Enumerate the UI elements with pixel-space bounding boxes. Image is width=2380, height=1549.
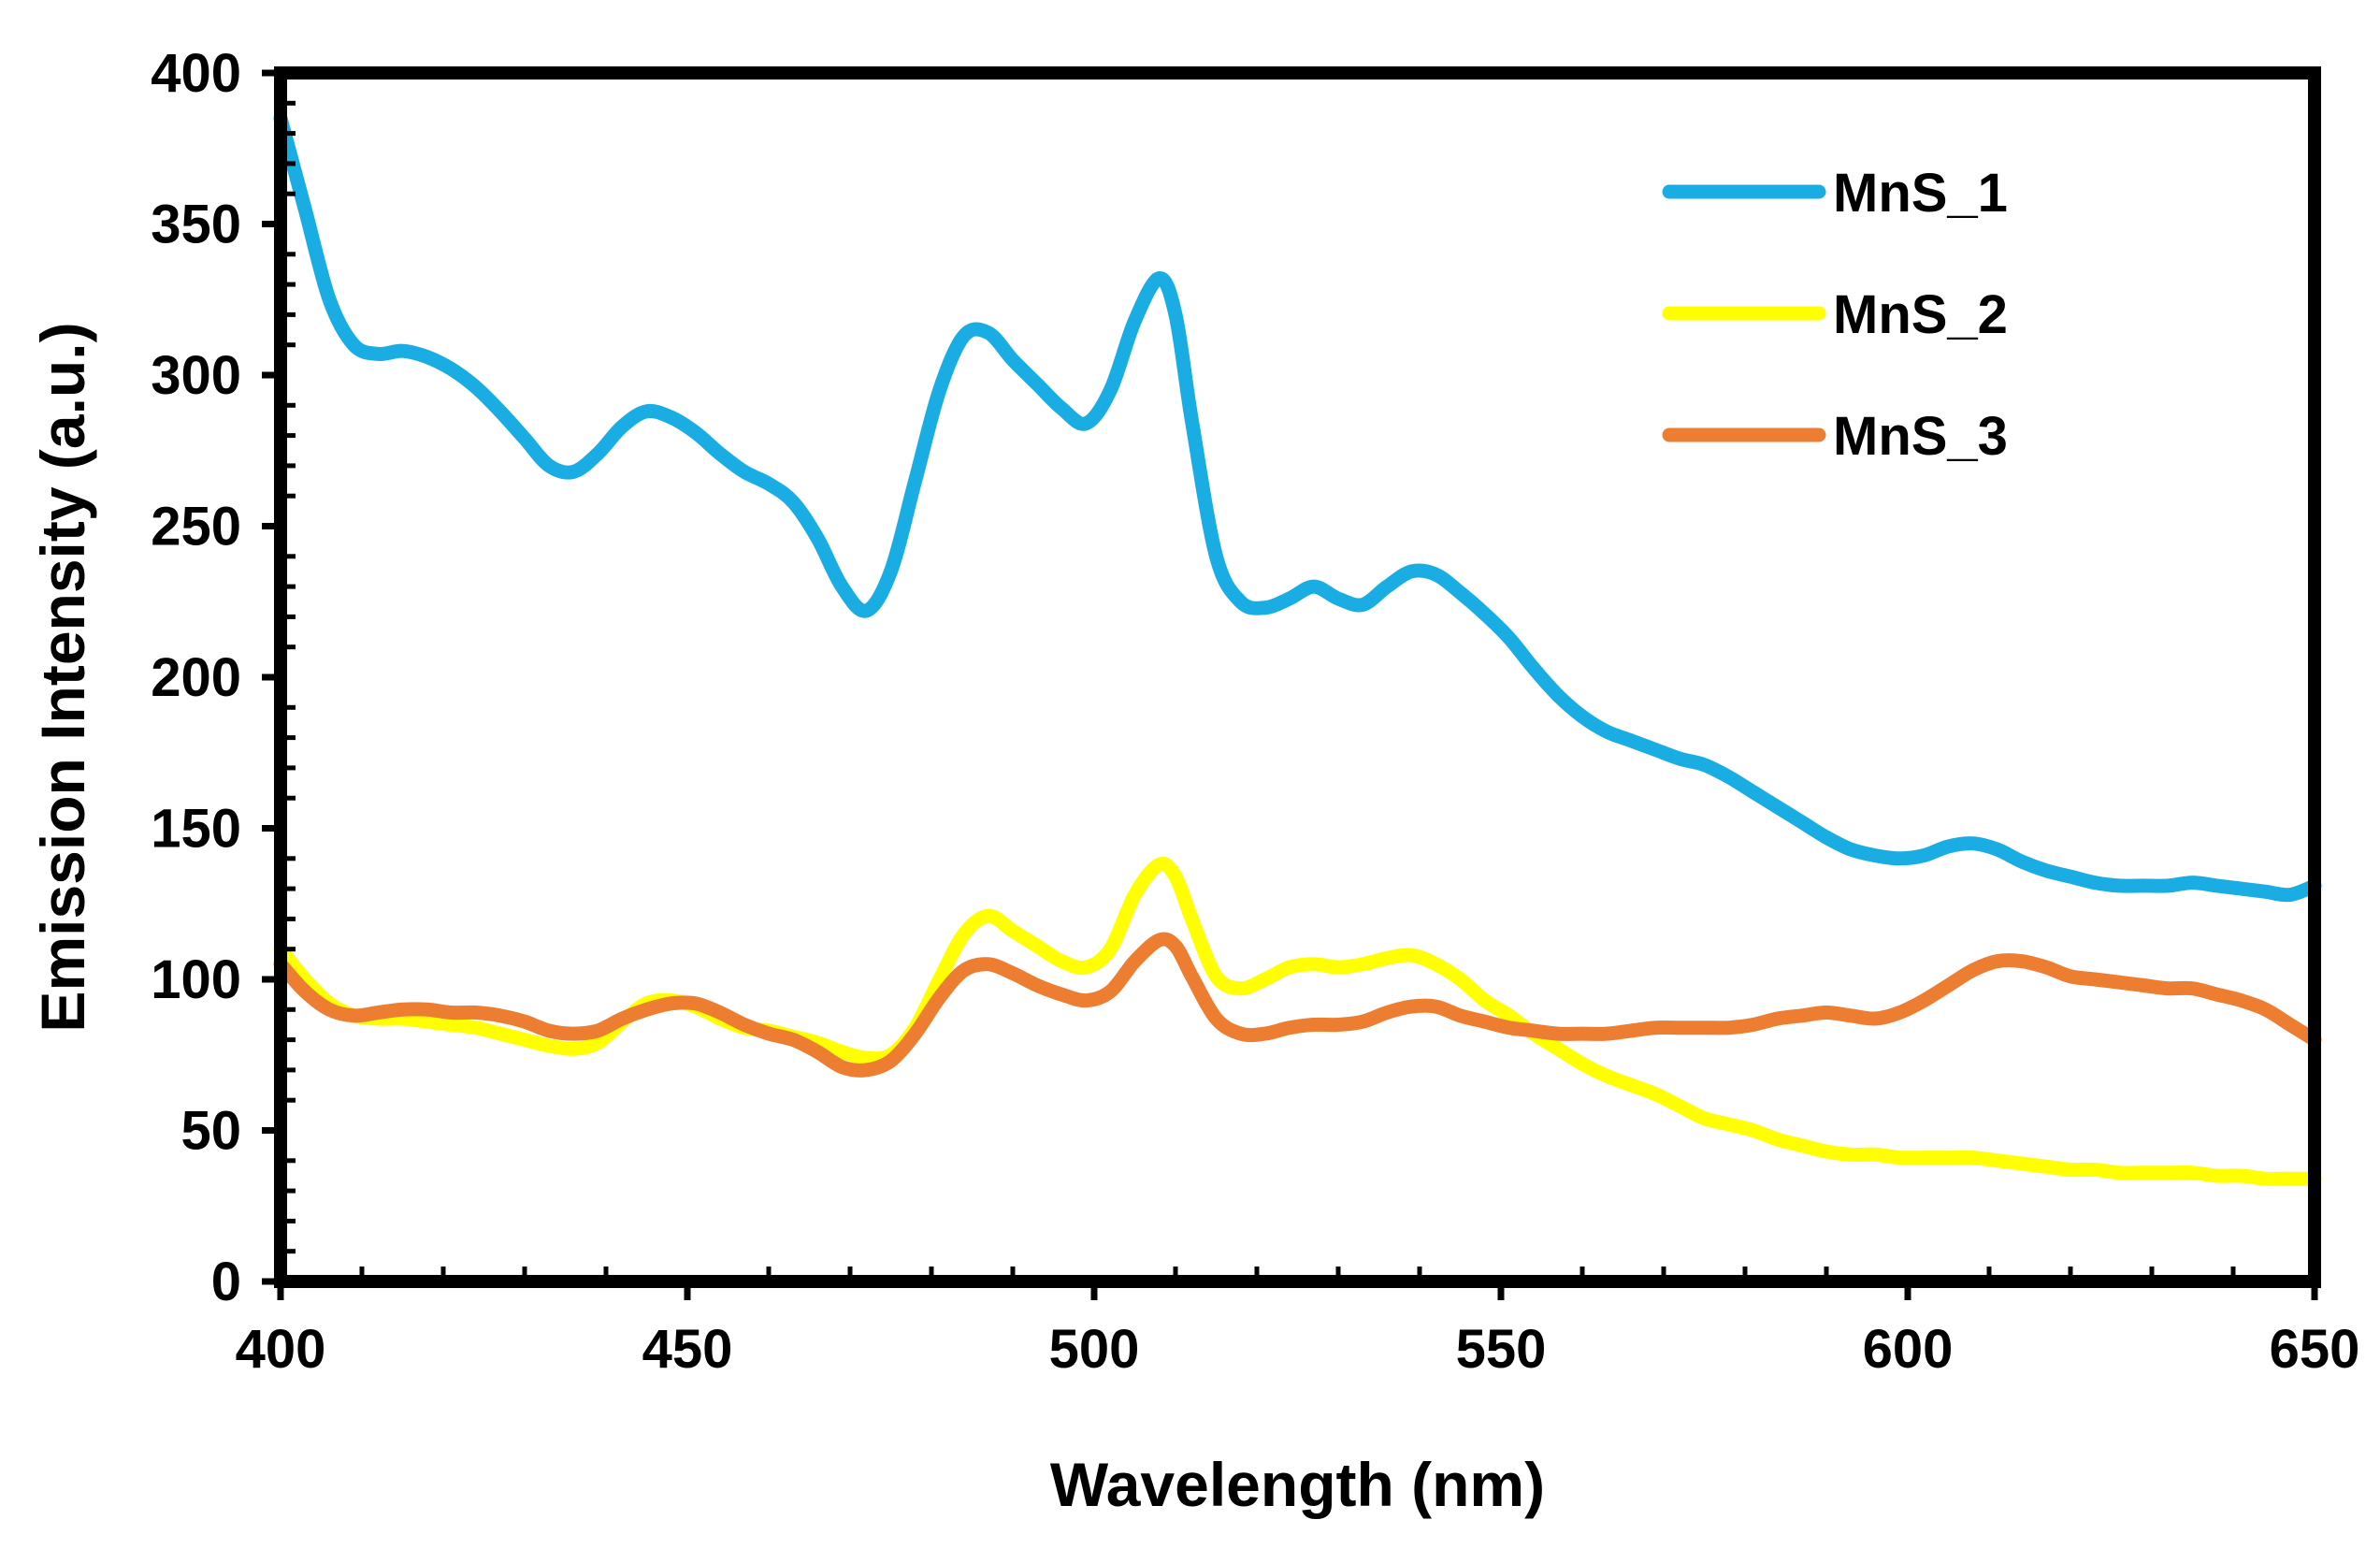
y-axis-title: Emission Intensity (a.u.) <box>28 322 97 1032</box>
x-tick-label: 450 <box>642 1319 733 1380</box>
series-line-mns-3 <box>273 932 2322 1078</box>
legend-label: MnS_2 <box>1833 284 2008 345</box>
legend: MnS_1 MnS_2 MnS_3 <box>1662 163 2008 467</box>
x-axis-title: Wavelength (nm) <box>1050 1450 1545 1519</box>
x-tick-label: 600 <box>1863 1319 1954 1380</box>
x-tick-label: 400 <box>236 1319 326 1380</box>
y-tick-label: 300 <box>151 345 241 406</box>
ticks-layer <box>262 69 2318 1300</box>
y-tick-label: 0 <box>211 1252 241 1312</box>
plot-area-frame <box>274 66 2321 1288</box>
legend-label: MnS_3 <box>1833 406 2008 467</box>
x-tick-label: 550 <box>1456 1319 1547 1380</box>
y-tick-label: 100 <box>151 949 241 1010</box>
y-tick-label: 50 <box>180 1101 241 1162</box>
legend-label: MnS_1 <box>1833 163 2008 224</box>
labels-layer: 0 50 100 150 200 250 300 350 400 400 450 500 550 600 6… <box>28 43 2359 1519</box>
series-line-mns-1 <box>273 111 2322 903</box>
x-tick-label: 650 <box>2270 1319 2360 1380</box>
y-tick-label: 150 <box>151 799 241 860</box>
y-tick-label: 350 <box>151 195 241 255</box>
y-tick-label: 200 <box>151 647 241 708</box>
series-layer <box>273 111 2322 1186</box>
y-tick-label: 250 <box>151 497 241 557</box>
y-tick-label: 400 <box>151 43 241 104</box>
x-tick-label: 500 <box>1049 1319 1140 1380</box>
